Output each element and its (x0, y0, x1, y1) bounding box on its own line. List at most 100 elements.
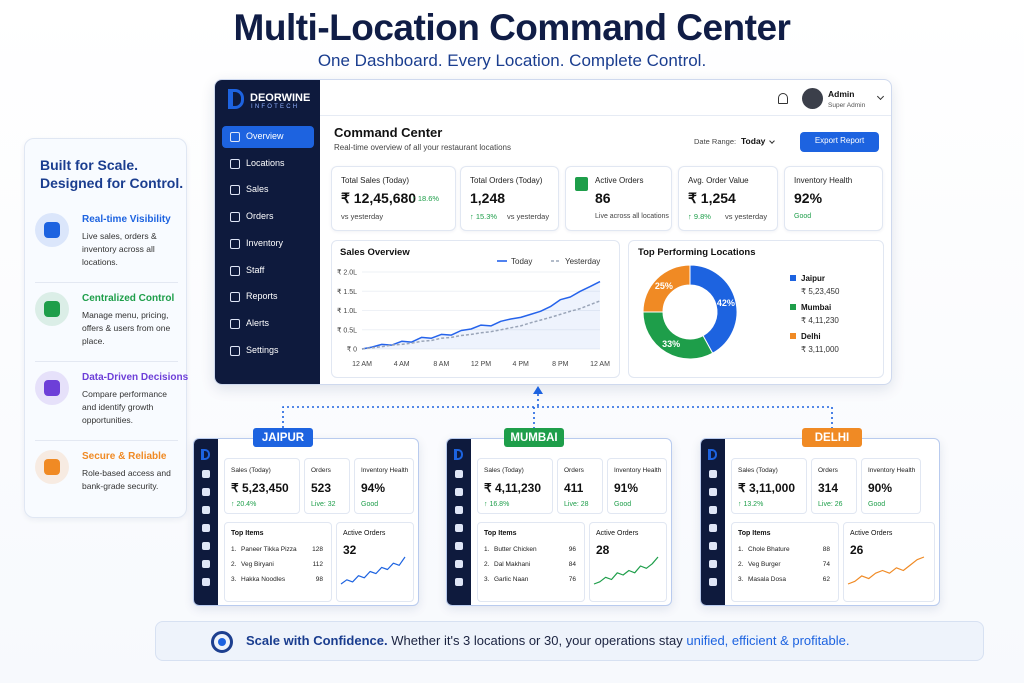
nav-icon (230, 318, 240, 329)
item-count: 98 (315, 576, 323, 583)
item-rank: 2. (484, 561, 490, 568)
feature-text: Manage menu, pricing, offers & users fro… (82, 310, 171, 346)
nav-icon (230, 345, 240, 356)
stat-label: Sales (Today) (231, 467, 271, 474)
item-name: Masala Dosa (748, 576, 786, 583)
card-nav-icon (709, 470, 717, 478)
stat-sub: Live: 28 (564, 501, 589, 508)
page-subtitle: One Dashboard. Every Location. Complete … (317, 51, 707, 70)
nav-item[interactable]: Overview (222, 126, 314, 148)
item-name: Dal Makhani (494, 561, 531, 568)
card-logo (201, 449, 210, 460)
kpi-label: Inventory Health (794, 176, 853, 185)
nav-item[interactable]: Sales (222, 179, 314, 201)
card-logo (708, 449, 717, 460)
user-role: Super Admin (828, 102, 866, 109)
card-nav-icon (202, 578, 210, 586)
stat-box: Inventory Health 91% Good (607, 458, 667, 514)
item-rank: 1. (231, 546, 237, 553)
date-range[interactable]: Date Range: Today (694, 136, 784, 151)
feature-icon (35, 450, 69, 484)
feature-text: Compare performance and identify growth … (82, 389, 168, 425)
stat-label: Orders (311, 467, 331, 474)
stat-value: ₹ 4,11,230 (484, 481, 542, 495)
item-rank: 1. (484, 546, 490, 553)
kpi-value: ₹ 12,45,680 (341, 190, 417, 206)
kpi-card: Active Orders 86 Live across all locations (565, 166, 672, 231)
stat-label: Sales (Today) (738, 467, 778, 474)
export-button[interactable]: Export Report (800, 132, 879, 152)
item-count: 88 (822, 546, 830, 553)
stat-sub: ↑ 20.4% (231, 501, 257, 508)
stat-value: 94% (361, 481, 386, 495)
kpi-card: Total Sales (Today) ₹ 12,45,680 ↑ 18.6% vs … (331, 166, 456, 231)
card-nav-icon (709, 524, 717, 532)
item-rank: 3. (738, 576, 744, 583)
stat-value: 91% (614, 481, 639, 495)
card-nav-icon (202, 524, 210, 532)
item-count: 128 (312, 546, 323, 553)
item-rank: 3. (231, 576, 237, 583)
nav-icon (230, 292, 240, 303)
card-nav-icon (455, 470, 463, 478)
footer-text: Scale with Confidence. Whether it's 3 lo… (246, 633, 850, 648)
chart-title: Top Performing Locations (638, 247, 756, 258)
item-name: Butter Chicken (494, 546, 537, 553)
user-menu[interactable]: Admin Super Admin (800, 88, 890, 110)
location-card: Sales (Today) ₹ 3,11,000 ↑ 13.2% Orders 314 L… (700, 438, 940, 606)
nav-item[interactable]: Reports (222, 286, 314, 308)
nav-item[interactable]: Staff (222, 260, 314, 282)
nav-item[interactable]: Locations (222, 153, 314, 175)
stat-label: Sales (Today) (484, 467, 524, 474)
brand-logo (228, 89, 244, 109)
item-name: Chole Bhature (748, 546, 790, 553)
item-name: Veg Burger (748, 561, 781, 568)
nav-item[interactable]: Settings (222, 340, 314, 362)
kpi-card: Inventory Health 92% Good (784, 166, 883, 231)
location-card: Sales (Today) ₹ 4,11,230 ↑ 16.8% Orders 411 L… (446, 438, 672, 606)
stat-value: ₹ 3,11,000 (738, 481, 796, 495)
dashboard-sidebar: DEORWINE INFOTECH Overview Locations Sales Or… (215, 80, 320, 384)
user-name: Admin (828, 89, 855, 99)
card-nav-icon (455, 506, 463, 514)
kpi-note: vs yesterday (341, 212, 384, 221)
card-nav-icon (202, 470, 210, 478)
top-items-label: Top Items (738, 530, 771, 537)
location-card: Sales (Today) ₹ 5,23,450 ↑ 20.4% Orders 523 L… (193, 438, 419, 606)
kpi-note: vs yesterday (725, 212, 768, 221)
kpi-card: Total Orders (Today) 1,248 ↑ 15.3% vs yeste… (460, 166, 559, 231)
location-name: JAIPUR (261, 432, 305, 444)
dashboard-main: Admin Super Admin Command Center Real-time … (320, 80, 891, 384)
feature-icon (35, 371, 69, 405)
target-icon (211, 631, 233, 653)
nav-label: Sales (246, 184, 269, 195)
top-items-label: Top Items (231, 530, 264, 537)
page-title: Multi-Location Command Center (233, 7, 791, 48)
card-sidebar (447, 439, 471, 605)
feature-icon (35, 213, 69, 247)
nav-icon (230, 185, 240, 196)
active-orders-box: Active Orders 26 (843, 522, 935, 602)
feature-title: Data-Driven Decisions (82, 372, 189, 383)
nav-item[interactable]: Inventory (222, 233, 314, 255)
kpi-label: Total Orders (Today) (470, 176, 543, 185)
kpi-delta: ↑ 15.3% (470, 212, 498, 221)
nav-label: Alerts (246, 317, 270, 328)
item-rank: 1. (738, 546, 744, 553)
item-name: Veg Biryani (241, 561, 274, 568)
nav-item[interactable]: Alerts (222, 313, 314, 335)
kpi-label: Active Orders (595, 176, 644, 185)
item-name: Garlic Naan (494, 576, 529, 583)
nav-item[interactable]: Orders (222, 206, 314, 228)
top-items-box: Top Items 1. Butter Chicken 96 2. Dal Makhani… (477, 522, 585, 602)
feature-icon-glyph (44, 459, 60, 475)
notification-bell[interactable] (778, 93, 788, 104)
active-orders-box: Active Orders 32 (336, 522, 414, 602)
footer-highlight: unified, efficient & profitable. (686, 633, 850, 648)
target-icon-center (218, 638, 226, 646)
stat-sub: Good (868, 501, 886, 508)
card-nav-icon (455, 488, 463, 496)
active-orders-value: 28 (596, 543, 610, 557)
nav-icon (230, 265, 240, 276)
feature-text: Role-based access and bank-grade securit… (82, 468, 171, 491)
